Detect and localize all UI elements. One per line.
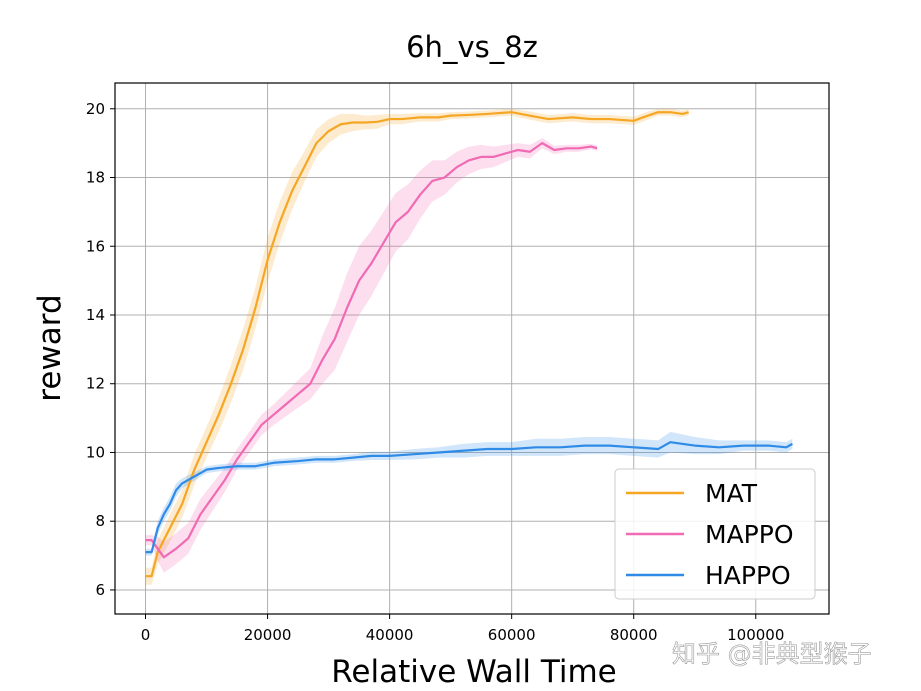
legend-label-mappo: MAPPO bbox=[705, 520, 794, 549]
x-tick-label: 20000 bbox=[244, 626, 292, 644]
mat-confidence-band bbox=[145, 108, 689, 585]
y-tick-label: 14 bbox=[86, 306, 105, 324]
series-lines bbox=[145, 111, 793, 578]
y-tick-label: 18 bbox=[86, 169, 105, 187]
y-tick-label: 6 bbox=[95, 581, 105, 599]
mappo-line bbox=[145, 142, 598, 559]
x-tick-label: 100000 bbox=[727, 626, 784, 644]
y-tick-label: 10 bbox=[86, 443, 105, 461]
legend-box bbox=[614, 468, 816, 600]
grid bbox=[115, 83, 829, 614]
legend-label-mat: MAT bbox=[705, 479, 758, 508]
x-tick-label: 40000 bbox=[366, 626, 414, 644]
x-tick-label: 80000 bbox=[610, 626, 658, 644]
happo-confidence-band bbox=[145, 431, 793, 556]
happo-line bbox=[145, 441, 793, 554]
plot-frame bbox=[114, 82, 830, 615]
y-tick-label: 16 bbox=[86, 237, 105, 255]
y-axis-label: reward bbox=[32, 294, 68, 401]
y-axis-ticks: 6 8 10 12 14 16 18 20 bbox=[86, 100, 115, 599]
y-tick-label: 20 bbox=[86, 100, 105, 118]
legend: MAT MAPPO HAPPO bbox=[614, 468, 816, 600]
chart-title: 6h_vs_8z bbox=[406, 30, 538, 64]
y-tick-label: 8 bbox=[95, 512, 105, 530]
legend-label-happo: HAPPO bbox=[705, 561, 791, 590]
x-tick-label: 0 bbox=[141, 626, 151, 644]
x-axis-label: Relative Wall Time bbox=[331, 654, 616, 690]
x-tick-label: 60000 bbox=[488, 626, 536, 644]
y-tick-label: 12 bbox=[86, 375, 105, 393]
x-axis-ticks: 0 20000 40000 60000 80000 100000 bbox=[141, 614, 784, 644]
watermark-text: 知乎 @非典型猴子 bbox=[672, 640, 872, 668]
mappo-confidence-band bbox=[145, 137, 598, 573]
confidence-bands bbox=[145, 108, 793, 585]
mat-line bbox=[145, 111, 689, 578]
